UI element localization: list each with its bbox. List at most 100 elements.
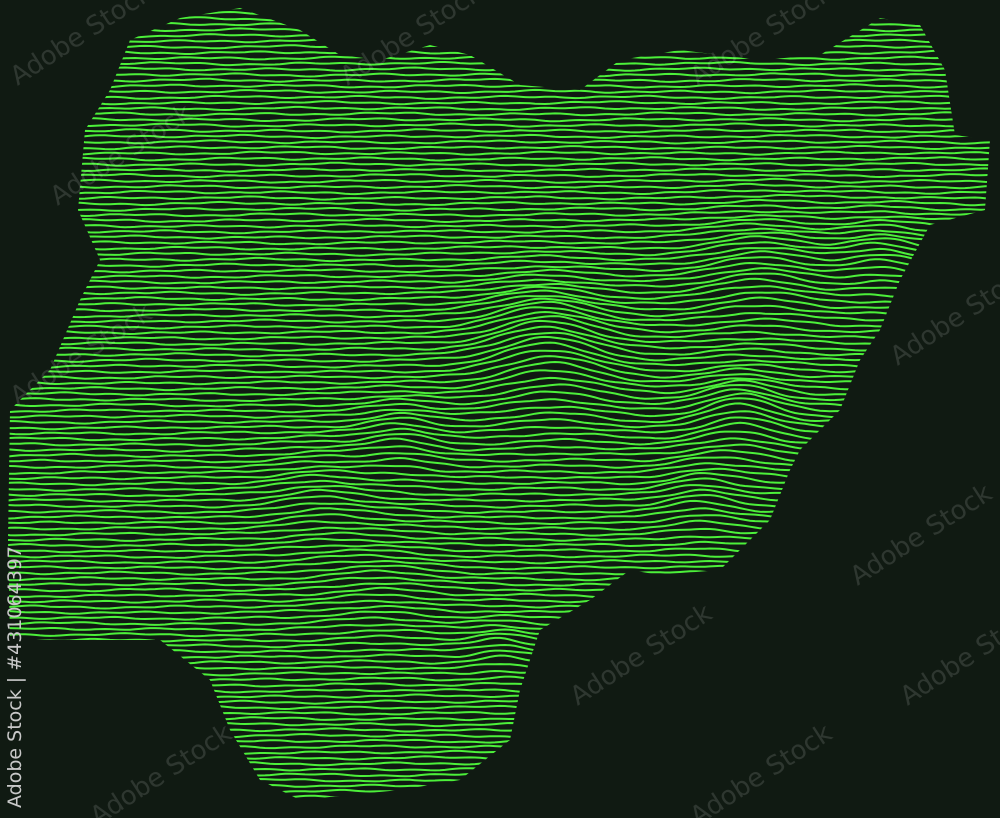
contour-line (8, 325, 990, 352)
contour-line (8, 349, 990, 375)
contour-line (8, 218, 990, 229)
contour-line (8, 388, 990, 408)
contour-line (8, 214, 990, 224)
contour-line (8, 376, 990, 397)
contour-line (8, 16, 990, 22)
contour-line (8, 295, 990, 313)
contour-line (8, 360, 990, 386)
contour-line (8, 794, 990, 800)
contour-line (8, 267, 990, 285)
contour-line (8, 693, 990, 699)
contour-line (8, 122, 990, 128)
contour-line (8, 310, 990, 336)
contour-line (8, 783, 990, 789)
contour-line (8, 177, 990, 184)
contour-line (8, 182, 990, 190)
contour-line (8, 235, 990, 251)
contour-line (8, 335, 990, 364)
contour-line (8, 484, 990, 498)
contour-line (8, 272, 990, 291)
contour-line (8, 569, 990, 582)
contour-line (8, 285, 990, 302)
contour-line (8, 198, 990, 207)
contour-line (8, 402, 990, 425)
contour-line (8, 507, 990, 520)
contour-line (8, 241, 990, 257)
contour-line (8, 369, 990, 392)
contour-line (8, 397, 990, 419)
contour-line (8, 383, 990, 403)
contour-line (8, 66, 990, 72)
contour-line (8, 189, 990, 196)
contour-line (8, 392, 990, 414)
contour-line (8, 355, 990, 380)
contour-line (8, 663, 990, 672)
contour-line (8, 777, 990, 784)
contour-line (8, 94, 990, 100)
contour-line (8, 167, 990, 173)
contour-line (8, 204, 990, 212)
contour-line (8, 60, 990, 67)
contour-line (8, 772, 990, 778)
contour-line (8, 139, 990, 145)
contour-line (8, 749, 990, 755)
contour-line (8, 761, 990, 767)
contour-line (8, 688, 990, 694)
contour-line (8, 33, 990, 39)
contour-line (8, 331, 990, 358)
contour-line (8, 732, 990, 739)
contour-line (0, 801, 1000, 804)
contour-line (0, 0, 1000, 3)
contour-line (8, 100, 990, 106)
contour-line (8, 300, 990, 324)
contour-line (8, 21, 990, 28)
contour-line (8, 675, 990, 683)
contour-line (8, 88, 990, 95)
contour-line (8, 421, 990, 442)
contour-line (8, 477, 990, 492)
contour-line (8, 471, 990, 487)
contour-line (8, 222, 990, 235)
contour-line (8, 681, 990, 688)
contour-line (8, 315, 990, 341)
contour-line (8, 144, 990, 151)
contour-line (8, 128, 990, 134)
contour-line (8, 117, 990, 123)
contour-line (8, 297, 990, 319)
contour-line (8, 250, 990, 268)
contour-line (8, 193, 990, 201)
contour-line (8, 699, 990, 705)
contour-line (8, 744, 990, 750)
contour-line (8, 289, 990, 308)
contour-line (8, 755, 990, 761)
contour-line (8, 38, 990, 44)
contour-line (8, 716, 990, 722)
contour-line (8, 27, 990, 33)
contour-line (8, 247, 990, 263)
contour-line (8, 83, 990, 89)
contour-line (8, 643, 990, 655)
contour-line (8, 161, 990, 167)
contour-line (0, 807, 1000, 810)
contour-line (8, 8, 990, 11)
contour-line (8, 727, 990, 733)
contour-line (8, 738, 990, 744)
contour-line (8, 105, 990, 112)
contour-line (8, 704, 990, 711)
contour-line (8, 231, 990, 246)
contour-line (8, 256, 990, 274)
contour-line (8, 72, 990, 78)
contour-line (8, 766, 990, 772)
contour-line (8, 133, 990, 140)
contour-line (8, 55, 990, 61)
contour-line (8, 341, 990, 369)
contour-line (8, 210, 990, 218)
contour-line (8, 10, 990, 16)
contour-line (8, 456, 990, 470)
contour-line (8, 710, 990, 716)
contour-line (8, 173, 990, 179)
contour-line (8, 44, 990, 50)
contour-line (8, 261, 990, 279)
